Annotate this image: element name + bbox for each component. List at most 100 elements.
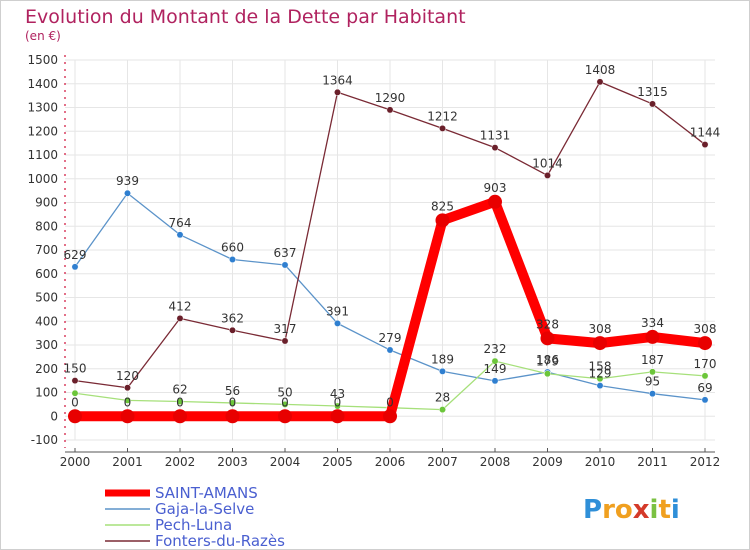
data-point (491, 377, 499, 385)
x-tick-label: 2010 (585, 455, 616, 469)
data-label: 308 (694, 322, 717, 336)
data-label: 1364 (322, 73, 353, 87)
data-label: 69 (697, 381, 712, 395)
data-point (334, 319, 341, 327)
data-label: 0 (124, 395, 132, 409)
data-point (229, 326, 236, 334)
data-point (439, 124, 446, 132)
axes: -100010020030040050060070080090010001100… (27, 53, 720, 469)
chart-title: Evolution du Montant de la Dette par Hab… (25, 6, 466, 28)
x-tick-label: 2001 (112, 455, 143, 469)
data-point (176, 314, 184, 322)
legend-label: Fonters-du-Razès (155, 532, 285, 550)
x-tick-label: 2003 (217, 455, 248, 469)
data-label: 62 (172, 383, 187, 397)
y-tick-label: -100 (31, 433, 58, 447)
data-point (281, 337, 289, 345)
data-label: 903 (484, 181, 507, 195)
data-point (386, 346, 394, 354)
x-tick-label: 2006 (375, 455, 406, 469)
data-point (701, 372, 709, 380)
y-tick-label: 600 (35, 267, 58, 281)
data-label: 187 (641, 353, 664, 367)
y-tick-label: 1200 (27, 124, 58, 138)
x-tick-label: 2004 (270, 455, 301, 469)
data-point (596, 78, 604, 86)
y-tick-label: 1000 (27, 172, 58, 186)
y-tick-label: 1400 (27, 77, 58, 91)
grid (65, 59, 715, 441)
data-label: 637 (274, 246, 297, 260)
x-tick-label: 2011 (637, 455, 668, 469)
x-tick-label: 2002 (165, 455, 196, 469)
x-tick-label: 2009 (532, 455, 563, 469)
data-label: 764 (169, 216, 192, 230)
x-tick-label: 2000 (60, 455, 91, 469)
data-label: 328 (536, 317, 559, 331)
data-point (120, 409, 135, 424)
y-tick-label: 1300 (27, 101, 58, 115)
y-tick-label: 300 (35, 338, 58, 352)
data-point (124, 384, 131, 392)
data-point (176, 398, 184, 405)
data-label: 825 (431, 199, 454, 213)
data-point (698, 336, 712, 351)
y-tick-label: 700 (35, 243, 58, 257)
data-label: 150 (64, 362, 87, 376)
x-tick-label: 2012 (690, 455, 721, 469)
data-label: 0 (176, 395, 184, 409)
proxiti-logo: Proxiti (583, 495, 680, 525)
data-point (435, 213, 450, 228)
data-label: 0 (334, 395, 342, 409)
data-label: 50 (277, 385, 292, 399)
data-point (71, 263, 79, 271)
data-label: 362 (221, 311, 244, 325)
data-label: 660 (221, 241, 244, 255)
y-tick-label: 800 (35, 219, 58, 233)
data-point (281, 400, 289, 408)
legend-label: SAINT-AMANS (155, 484, 258, 502)
y-tick-label: 100 (35, 386, 58, 400)
y-tick-label: 500 (35, 291, 58, 305)
data-label: 28 (435, 391, 450, 405)
data-point (330, 409, 345, 424)
data-point (701, 396, 709, 404)
logo-letter: x (633, 495, 650, 525)
data-point (176, 231, 184, 239)
data-point (71, 377, 79, 385)
data-label: 56 (225, 384, 240, 398)
data-label: 1212 (427, 109, 458, 123)
data-label: 334 (641, 316, 664, 330)
data-point (596, 375, 604, 383)
data-point (225, 409, 240, 424)
data-labels: 629 939 764 660 637 391 279 189 149 186 129 95 69 62 5… (64, 63, 721, 409)
data-point (278, 409, 292, 424)
logo-letter: t (658, 495, 670, 525)
data-point (124, 396, 131, 404)
data-label: 0 (71, 395, 79, 409)
series-lines (68, 78, 712, 424)
chart-subtitle: (en €) (25, 29, 61, 43)
data-point (71, 389, 79, 397)
data-point (649, 368, 656, 376)
data-point (540, 331, 555, 346)
data-label: 1290 (375, 91, 406, 105)
data-label: 1315 (637, 85, 668, 99)
data-point (229, 256, 236, 263)
y-tick-label: 900 (35, 196, 58, 210)
data-point (593, 336, 607, 351)
data-label: 0 (229, 395, 237, 409)
data-point (383, 409, 397, 424)
logo-letter: P (583, 495, 602, 525)
data-label: 170 (694, 357, 717, 371)
data-label: 1408 (585, 63, 616, 77)
data-label: 308 (589, 322, 612, 336)
data-point (124, 189, 131, 197)
y-tick-label: 0 (50, 409, 58, 423)
data-label: 0 (281, 395, 289, 409)
data-point (386, 106, 394, 114)
data-label: 95 (645, 375, 660, 389)
data-label: 186 (536, 353, 559, 367)
data-label: 43 (330, 387, 345, 401)
